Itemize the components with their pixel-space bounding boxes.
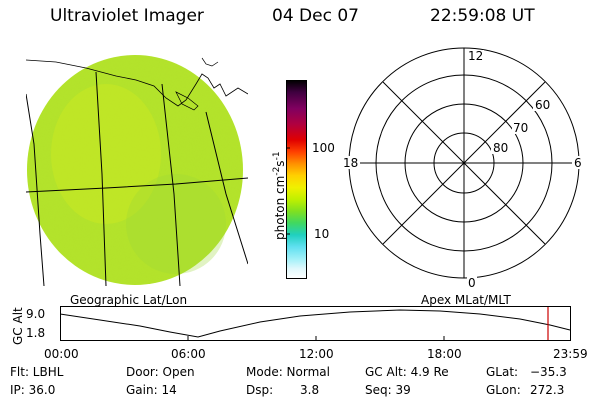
mode-info: Mode: Normal <box>246 365 330 379</box>
gain-info: Gain: 14 <box>126 383 177 397</box>
glat-label: GLat: <box>486 365 519 379</box>
timeline-plot <box>60 306 571 341</box>
timeline-ylabel: GC Alt <box>11 307 25 345</box>
lat-lon-grid <box>26 71 248 286</box>
mlt-label-12: 12 <box>468 49 483 63</box>
mlat-label-80: 80 <box>493 141 508 155</box>
time-label: 22:59:08 UT <box>430 6 535 26</box>
apex-label: Apex MLat/MLT <box>421 293 511 307</box>
glat-value: −35.3 <box>530 365 567 379</box>
seq-info: Seq: 39 <box>365 383 411 397</box>
door-info: Door: Open <box>126 365 195 379</box>
ip-info: IP: 36.0 <box>10 383 56 397</box>
gc-alt-info: GC Alt: 4.9 Re <box>365 365 449 379</box>
filter-info: Flt: LBHL <box>10 365 64 379</box>
instrument-title: Ultraviolet Imager <box>50 6 204 26</box>
mlat-label-60: 60 <box>535 98 550 112</box>
dsp-value: 3.8 <box>300 383 320 397</box>
colorbar-tick-100: 100 <box>312 141 335 155</box>
timeline-tick-1200: 12:00 <box>299 347 334 361</box>
altitude-curve <box>60 309 571 338</box>
date-label: 04 Dec 07 <box>272 6 359 26</box>
colorbar-unit-label: photon cm-2s-1 <box>272 151 287 240</box>
mlat-label-70: 70 <box>513 121 528 135</box>
timeline-tick-2359: 23:59 <box>553 347 588 361</box>
glon-label: GLon: <box>486 383 521 397</box>
polar-plot: 12 18 6 0 60 70 80 <box>342 47 584 288</box>
coastline <box>26 59 248 107</box>
geographic-map <box>26 55 248 286</box>
timeline-tick-0600: 06:00 <box>171 347 206 361</box>
mlt-label-18: 18 <box>343 156 358 170</box>
glon-value: 272.3 <box>530 383 565 397</box>
colorbar <box>286 80 307 279</box>
timeline-tick-0000: 00:00 <box>44 347 79 361</box>
timeline-tick-1800: 18:00 <box>427 347 462 361</box>
geographic-label: Geographic Lat/Lon <box>70 293 188 307</box>
timeline-ymin: 1.8 <box>26 326 46 340</box>
dsp-label: Dsp: <box>246 383 274 397</box>
mlt-label-6: 6 <box>574 156 582 170</box>
timeline-ymax: 9.0 <box>26 307 46 321</box>
mlt-label-0: 0 <box>468 276 476 288</box>
colorbar-tick-10: 10 <box>314 227 330 241</box>
